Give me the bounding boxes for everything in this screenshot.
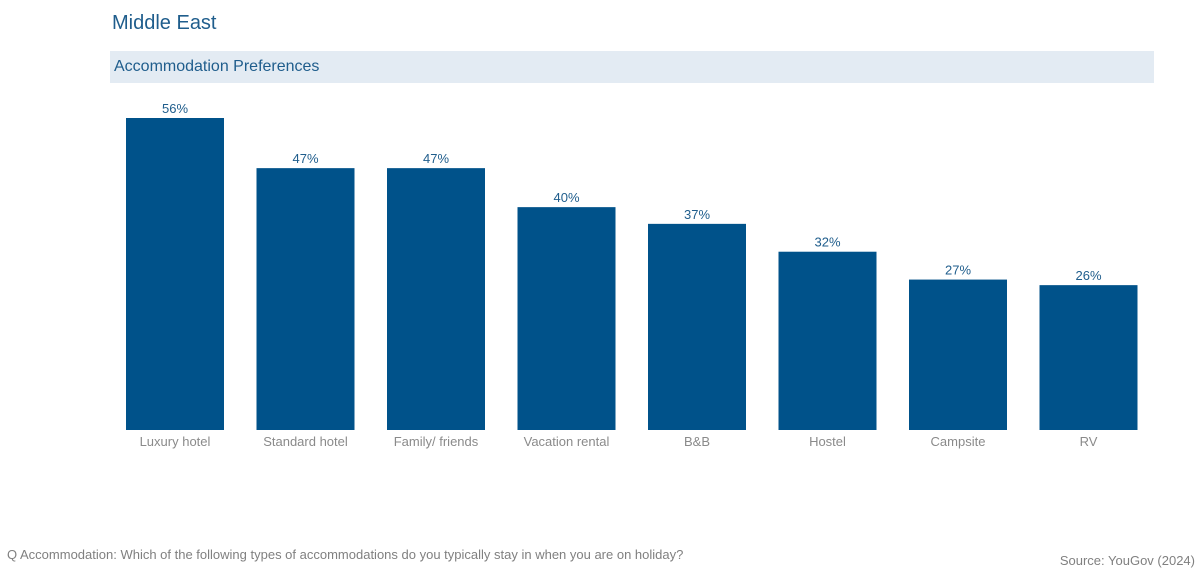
value-label-2: 47%	[423, 151, 449, 166]
bar-2	[387, 168, 485, 430]
value-label-3: 40%	[553, 190, 579, 205]
chart-subtitle: Accommodation Preferences	[114, 58, 320, 75]
category-label-4: B&B	[684, 434, 710, 449]
bar-chart: 56% Luxury hotel 47% Standard hotel 47% Famil…	[126, 101, 1138, 449]
category-label-3: Vacation rental	[524, 434, 610, 449]
bar-1	[256, 168, 355, 430]
category-label-6: Campsite	[931, 434, 986, 449]
value-label-7: 26%	[1075, 268, 1101, 283]
category-label-5: Hostel	[809, 434, 846, 449]
bar-6	[909, 279, 1007, 430]
value-label-4: 37%	[684, 207, 710, 222]
bar-7	[1039, 285, 1138, 430]
bar-3	[517, 207, 616, 430]
value-label-6: 27%	[945, 263, 971, 278]
bar-5	[778, 251, 877, 430]
chart-subtitle-bar: Accommodation Preferences	[110, 51, 1154, 83]
bar-4	[648, 223, 746, 430]
value-label-5: 32%	[814, 235, 840, 250]
page-title: Middle East	[112, 12, 217, 34]
source-note: Source: YouGov (2024)	[1059, 553, 1195, 568]
bar-0	[126, 118, 224, 430]
category-label-2: Family/ friends	[394, 434, 479, 449]
survey-question-footnote: Q Accommodation: Which of the following …	[7, 547, 684, 562]
category-label-1: Standard hotel	[263, 434, 348, 449]
category-label-0: Luxury hotel	[140, 434, 211, 449]
category-label-7: RV	[1080, 434, 1098, 449]
value-label-1: 47%	[292, 151, 318, 166]
value-label-0: 56%	[162, 101, 188, 116]
